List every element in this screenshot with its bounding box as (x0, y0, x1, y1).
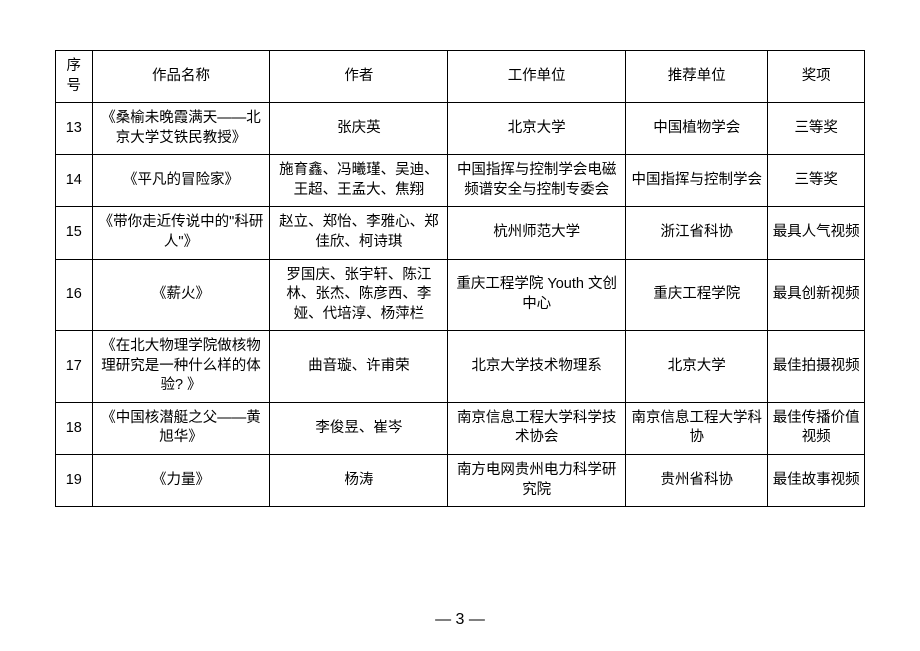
cell-author: 施育鑫、冯曦瑾、吴迪、王超、王孟大、焦翔 (270, 155, 448, 207)
cell-award: 最佳传播价值视频 (768, 402, 865, 454)
cell-name: 《力量》 (92, 455, 270, 507)
cell-seq: 17 (56, 331, 93, 403)
cell-seq: 13 (56, 103, 93, 155)
cell-award: 最具创新视频 (768, 259, 865, 331)
cell-work: 中国指挥与控制学会电磁频谱安全与控制专委会 (448, 155, 626, 207)
cell-work: 南方电网贵州电力科学研究院 (448, 455, 626, 507)
cell-name: 《薪火》 (92, 259, 270, 331)
cell-seq: 19 (56, 455, 93, 507)
header-seq: 序号 (56, 51, 93, 103)
cell-award: 三等奖 (768, 155, 865, 207)
cell-award: 三等奖 (768, 103, 865, 155)
cell-work: 杭州师范大学 (448, 207, 626, 259)
cell-rec: 北京大学 (626, 331, 768, 403)
page-number: — 3 — (0, 611, 920, 629)
cell-name: 《中国核潜艇之父——黄旭华》 (92, 402, 270, 454)
cell-rec: 重庆工程学院 (626, 259, 768, 331)
table-row: 15《带你走近传说中的"科研人"》赵立、郑怡、李雅心、郑佳欣、柯诗琪杭州师范大学… (56, 207, 865, 259)
cell-work: 重庆工程学院 Youth 文创中心 (448, 259, 626, 331)
table-row: 17《在北大物理学院做核物理研究是一种什么样的体验? 》曲音璇、许甫荣北京大学技… (56, 331, 865, 403)
cell-rec: 贵州省科协 (626, 455, 768, 507)
cell-seq: 16 (56, 259, 93, 331)
cell-rec: 中国植物学会 (626, 103, 768, 155)
cell-award: 最佳拍摄视频 (768, 331, 865, 403)
header-rec: 推荐单位 (626, 51, 768, 103)
cell-seq: 15 (56, 207, 93, 259)
cell-rec: 中国指挥与控制学会 (626, 155, 768, 207)
cell-work: 南京信息工程大学科学技术协会 (448, 402, 626, 454)
table-row: 16《薪火》罗国庆、张宇轩、陈江林、张杰、陈彦西、李娅、代培淳、杨萍栏重庆工程学… (56, 259, 865, 331)
cell-work: 北京大学 (448, 103, 626, 155)
cell-author: 曲音璇、许甫荣 (270, 331, 448, 403)
table-row: 18《中国核潜艇之父——黄旭华》李俊昱、崔岑南京信息工程大学科学技术协会南京信息… (56, 402, 865, 454)
cell-name: 《在北大物理学院做核物理研究是一种什么样的体验? 》 (92, 331, 270, 403)
cell-award: 最具人气视频 (768, 207, 865, 259)
table-body: 13《桑榆未晚霞满天——北京大学艾铁民教授》张庆英北京大学中国植物学会三等奖14… (56, 103, 865, 507)
cell-author: 李俊昱、崔岑 (270, 402, 448, 454)
cell-award: 最佳故事视频 (768, 455, 865, 507)
header-author: 作者 (270, 51, 448, 103)
cell-author: 赵立、郑怡、李雅心、郑佳欣、柯诗琪 (270, 207, 448, 259)
cell-seq: 18 (56, 402, 93, 454)
cell-author: 杨涛 (270, 455, 448, 507)
cell-name: 《带你走近传说中的"科研人"》 (92, 207, 270, 259)
cell-rec: 南京信息工程大学科协 (626, 402, 768, 454)
cell-author: 张庆英 (270, 103, 448, 155)
header-name: 作品名称 (92, 51, 270, 103)
awards-table: 序号 作品名称 作者 工作单位 推荐单位 奖项 13《桑榆未晚霞满天——北京大学… (55, 50, 865, 507)
cell-name: 《平凡的冒险家》 (92, 155, 270, 207)
header-work: 工作单位 (448, 51, 626, 103)
table-row: 19《力量》杨涛南方电网贵州电力科学研究院贵州省科协最佳故事视频 (56, 455, 865, 507)
cell-name: 《桑榆未晚霞满天——北京大学艾铁民教授》 (92, 103, 270, 155)
table-header-row: 序号 作品名称 作者 工作单位 推荐单位 奖项 (56, 51, 865, 103)
table-row: 14《平凡的冒险家》施育鑫、冯曦瑾、吴迪、王超、王孟大、焦翔中国指挥与控制学会电… (56, 155, 865, 207)
cell-author: 罗国庆、张宇轩、陈江林、张杰、陈彦西、李娅、代培淳、杨萍栏 (270, 259, 448, 331)
cell-seq: 14 (56, 155, 93, 207)
header-award: 奖项 (768, 51, 865, 103)
table-row: 13《桑榆未晚霞满天——北京大学艾铁民教授》张庆英北京大学中国植物学会三等奖 (56, 103, 865, 155)
cell-rec: 浙江省科协 (626, 207, 768, 259)
cell-work: 北京大学技术物理系 (448, 331, 626, 403)
